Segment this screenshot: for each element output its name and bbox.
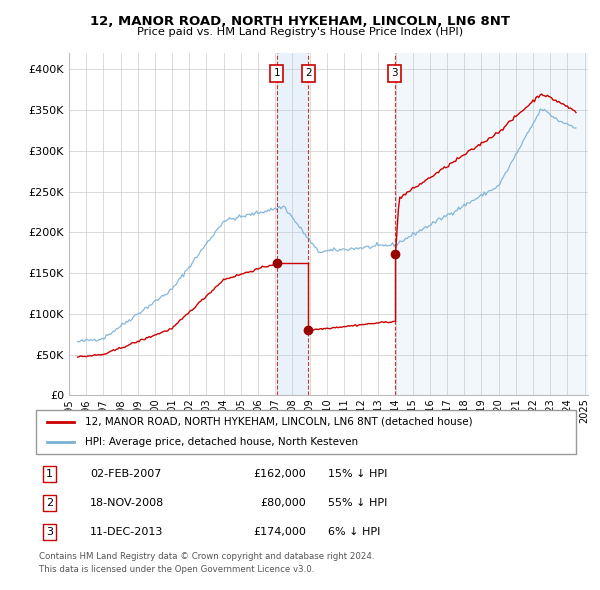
Text: 6% ↓ HPI: 6% ↓ HPI — [328, 527, 380, 537]
Text: 1: 1 — [46, 468, 53, 478]
Text: 18-NOV-2008: 18-NOV-2008 — [90, 498, 164, 508]
Bar — [395, 53, 588, 395]
Text: 3: 3 — [46, 527, 53, 537]
Text: 2: 2 — [46, 498, 53, 508]
Text: Price paid vs. HM Land Registry's House Price Index (HPI): Price paid vs. HM Land Registry's House … — [137, 27, 463, 37]
Text: 2: 2 — [305, 68, 311, 78]
Text: Contains HM Land Registry data © Crown copyright and database right 2024.: Contains HM Land Registry data © Crown c… — [39, 552, 374, 560]
Text: 12, MANOR ROAD, NORTH HYKEHAM, LINCOLN, LN6 8NT: 12, MANOR ROAD, NORTH HYKEHAM, LINCOLN, … — [90, 15, 510, 28]
Text: 11-DEC-2013: 11-DEC-2013 — [90, 527, 163, 537]
Text: 12, MANOR ROAD, NORTH HYKEHAM, LINCOLN, LN6 8NT (detached house): 12, MANOR ROAD, NORTH HYKEHAM, LINCOLN, … — [85, 417, 472, 427]
Bar — [277, 53, 308, 395]
Text: 3: 3 — [391, 68, 398, 78]
FancyBboxPatch shape — [36, 410, 576, 454]
Bar — [308, 53, 395, 395]
Text: £174,000: £174,000 — [253, 527, 306, 537]
Text: 15% ↓ HPI: 15% ↓ HPI — [328, 468, 387, 478]
Text: 02-FEB-2007: 02-FEB-2007 — [90, 468, 161, 478]
Text: HPI: Average price, detached house, North Kesteven: HPI: Average price, detached house, Nort… — [85, 437, 358, 447]
Text: 55% ↓ HPI: 55% ↓ HPI — [328, 498, 387, 508]
Text: £80,000: £80,000 — [260, 498, 306, 508]
Text: £162,000: £162,000 — [253, 468, 306, 478]
Text: This data is licensed under the Open Government Licence v3.0.: This data is licensed under the Open Gov… — [39, 565, 314, 573]
Text: 1: 1 — [274, 68, 280, 78]
